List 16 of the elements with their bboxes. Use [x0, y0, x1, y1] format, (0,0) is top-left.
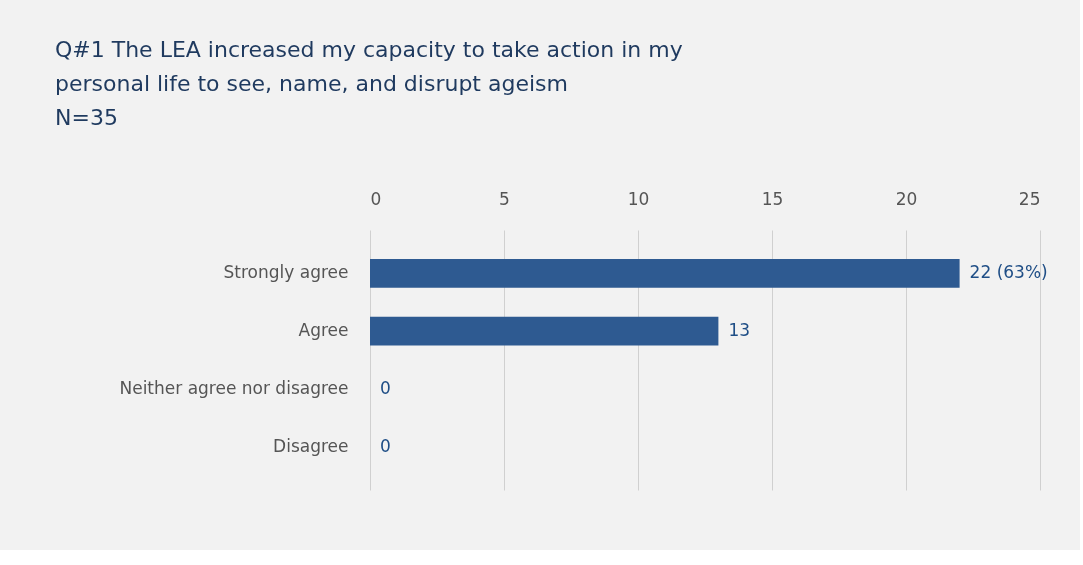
x-tick-label: 0	[370, 188, 382, 209]
x-tick-label: 15	[761, 188, 784, 209]
chart-title: Q#1 The LEA increased my capacity to take action in my personal life to see, name, and disrupt ageism	[55, 37, 683, 96]
data-label: 22 (63%)	[969, 262, 1048, 283]
y-tick-label: Strongly agree	[223, 262, 349, 283]
y-tick-label: Neither agree nor disagree	[119, 377, 349, 398]
x-tick-label: 25	[1018, 188, 1041, 209]
x-tick-label: 10	[627, 188, 650, 209]
x-tick-label: 20	[895, 188, 918, 209]
y-tick-label: Agree	[298, 320, 349, 341]
data-label: 0	[380, 377, 391, 398]
data-label: 13	[728, 320, 751, 341]
text: N=35	[55, 105, 118, 130]
x-tick-label: 5	[499, 188, 510, 209]
data-label: 0	[380, 435, 391, 456]
y-tick-label: Disagree	[273, 435, 349, 456]
